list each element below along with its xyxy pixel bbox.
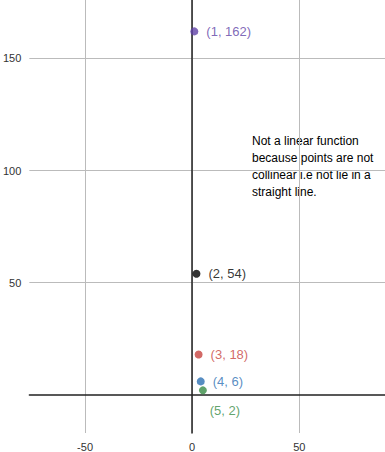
svg-text:-50: -50 (77, 441, 93, 452)
svg-text:50: 50 (9, 277, 21, 289)
svg-text:collinear i.e not lie in a: collinear i.e not lie in a (252, 168, 374, 182)
svg-text:(5, 2): (5, 2) (210, 403, 240, 418)
svg-text:100: 100 (3, 165, 21, 177)
svg-text:straight line.: straight line. (252, 185, 317, 199)
svg-text:50: 50 (293, 441, 305, 452)
svg-text:(3, 18): (3, 18) (211, 347, 249, 362)
svg-text:(1, 162): (1, 162) (206, 24, 251, 39)
svg-text:(2, 54): (2, 54) (208, 266, 246, 281)
svg-text:0: 0 (189, 441, 195, 452)
svg-text:because points are not: because points are not (252, 151, 377, 165)
svg-text:(4, 6): (4, 6) (213, 374, 243, 389)
svg-text:150: 150 (3, 52, 21, 64)
svg-text:Not a linear function: Not a linear function (252, 134, 362, 148)
